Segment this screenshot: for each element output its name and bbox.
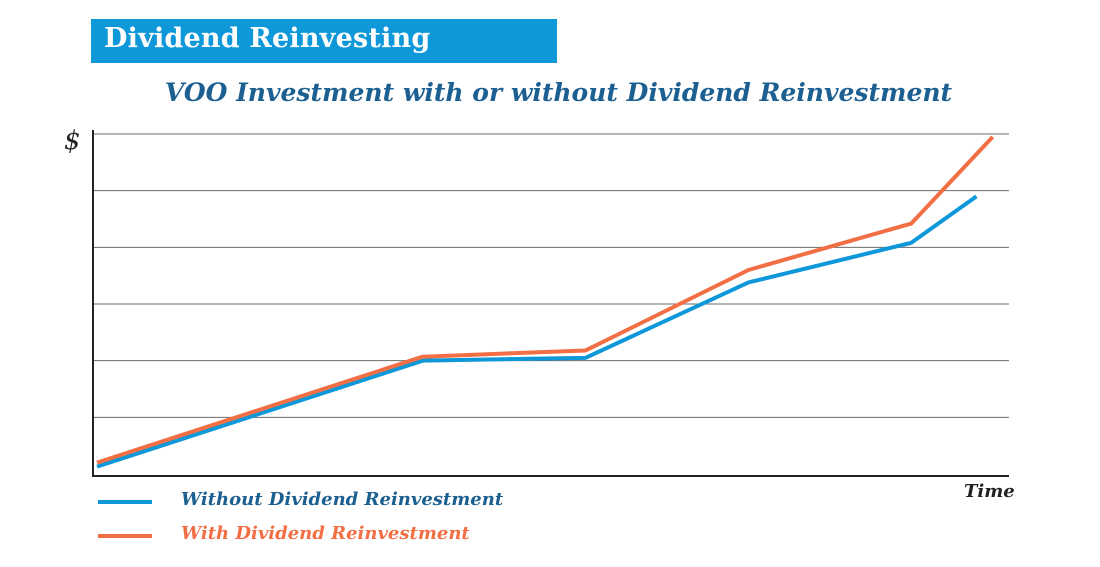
- gridlines: [93, 133, 1009, 418]
- header-title: Dividend Reinvesting: [104, 23, 431, 54]
- legend-label-with: With Dividend Reinvestment: [181, 523, 470, 544]
- legend-label-without: Without Dividend Reinvestment: [181, 489, 504, 510]
- series-line-without-reinvestment: [96, 194, 978, 469]
- legend-swatch-without: [98, 500, 152, 504]
- legend-swatch-with: [98, 534, 152, 538]
- chart-title: VOO Investment with or without Dividend …: [164, 78, 953, 107]
- series-layer: [96, 135, 995, 469]
- x-axis-label: Time: [964, 481, 1015, 502]
- y-axis-label: $: [64, 126, 81, 156]
- header-banner: Dividend Reinvesting: [91, 19, 557, 63]
- series-line-with-reinvestment: [96, 135, 995, 465]
